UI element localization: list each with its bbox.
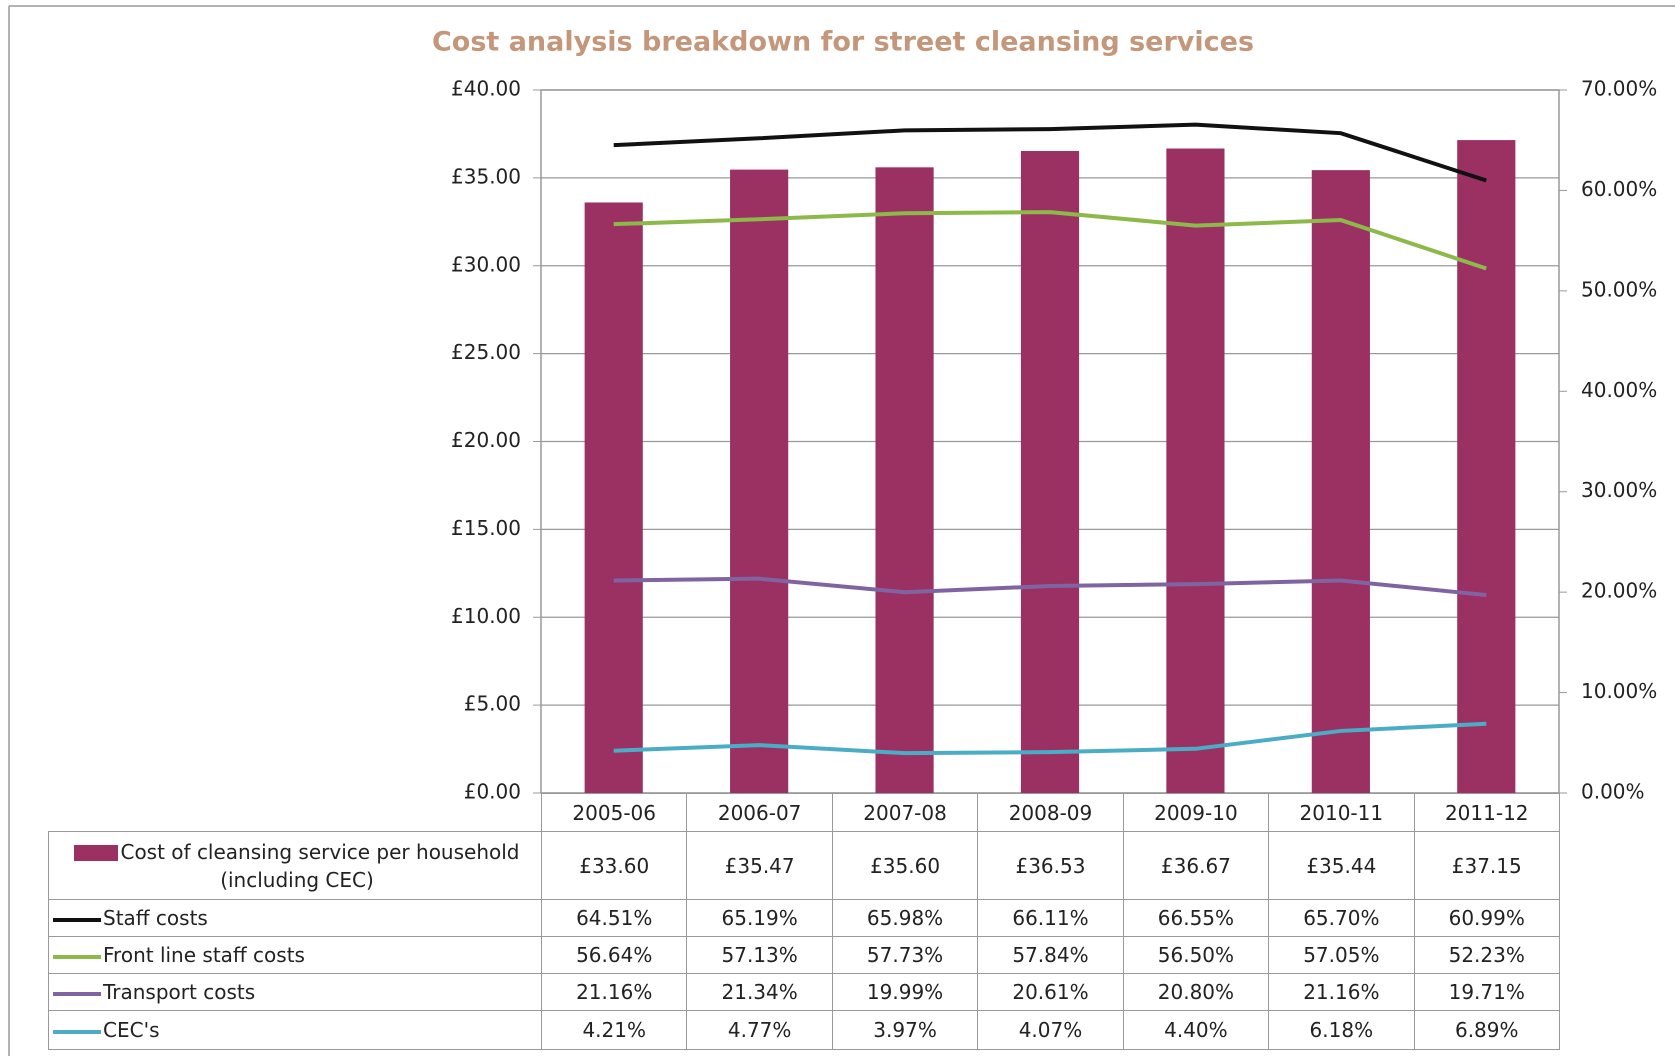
y2-tick-label: 20.00% <box>1581 579 1657 603</box>
y2-tick-label: 30.00% <box>1581 478 1657 502</box>
series-row: Front line staff costs 56.64% 57.13% 57.73%… <box>48 936 1560 974</box>
x-tick-label: 2009-10 <box>1122 793 1270 832</box>
data-cell: £35.44 <box>1268 831 1415 900</box>
data-cell: 21.16% <box>540 973 688 1011</box>
data-cell: 60.99% <box>1413 899 1560 937</box>
bar <box>584 202 643 794</box>
series-row: Cost of cleansing service per household … <box>48 831 1560 900</box>
data-cell: 65.98% <box>831 899 979 937</box>
data-cell: £35.47 <box>686 831 833 900</box>
data-cell: 6.89% <box>1413 1010 1560 1050</box>
header-row: 2005-06 2006-07 2007-08 2008-09 2009-10 2010-… <box>49 793 1560 832</box>
bar <box>730 169 789 793</box>
data-cell: 57.84% <box>977 936 1124 974</box>
data-cell: £36.53 <box>977 831 1124 900</box>
bar <box>1457 140 1516 793</box>
line <box>613 721 1487 756</box>
legend-swatch <box>53 954 101 959</box>
data-cell: 20.80% <box>1122 973 1270 1011</box>
data-cell: £33.60 <box>540 831 688 900</box>
bar <box>875 167 934 793</box>
y2-tick-label: 0.00% <box>1581 780 1645 804</box>
data-cell: 4.77% <box>686 1010 833 1050</box>
bar <box>1311 170 1370 794</box>
legend-label: CEC's <box>103 1018 160 1042</box>
x-tick-label: 2006-07 <box>686 793 833 832</box>
legend-swatch <box>53 917 101 922</box>
legend-entry: Front line staff costs <box>48 936 542 974</box>
bar <box>1020 150 1080 794</box>
y2-tick-label: 40.00% <box>1581 378 1657 402</box>
legend-swatch <box>74 845 119 861</box>
data-cell: 19.71% <box>1413 973 1560 1011</box>
series-row: Transport costs 21.16% 21.34% 19.99% 20.61% 2… <box>48 973 1560 1011</box>
legend-label: Transport costs <box>103 980 256 1004</box>
y2-tick-label: 70.00% <box>1581 77 1657 101</box>
data-cell: 4.40% <box>1122 1010 1270 1050</box>
data-cell: 21.16% <box>1268 973 1415 1011</box>
series-row: Staff costs 64.51% 65.19% 65.98% 66.11% 66.55… <box>48 899 1560 937</box>
y-tick-label: £35.00 <box>451 164 521 188</box>
x-tick-label: 2007-08 <box>831 793 979 832</box>
data-cell: £35.60 <box>831 831 979 900</box>
y-tick-label: £40.00 <box>451 77 521 101</box>
line <box>613 576 1487 598</box>
data-cell: 56.64% <box>540 936 688 974</box>
y2-tick-label: 60.00% <box>1581 177 1657 201</box>
x-tick-label: 2011-12 <box>1413 793 1560 832</box>
chart-title: Cost analysis breakdown for street clean… <box>432 27 1254 58</box>
blank-cell <box>49 794 542 832</box>
data-cell: 4.07% <box>977 1010 1124 1050</box>
data-cell: 57.13% <box>686 936 833 974</box>
x-tick-label: 2005-06 <box>540 793 688 832</box>
data-cell: 65.19% <box>686 899 833 937</box>
data-cell: 56.50% <box>1122 936 1270 974</box>
y-tick-label: £30.00 <box>451 252 521 276</box>
data-cell: £37.15 <box>1413 831 1560 900</box>
legend-entry: Cost of cleansing service per household … <box>48 831 542 900</box>
y-tick-label: £0.00 <box>464 780 521 804</box>
data-table: 2005-06 2006-07 2007-08 2008-09 2009-10 2010-… <box>48 793 1560 1050</box>
bar <box>1166 148 1225 793</box>
series-row: CEC's 4.21% 4.77% 3.97% 4.07% 4.40% 6.18% 6.89% <box>48 1010 1560 1050</box>
data-cell: 65.70% <box>1268 899 1415 937</box>
line <box>613 210 1487 271</box>
legend-entry: CEC's <box>48 1010 542 1050</box>
y-tick-label: £15.00 <box>451 516 521 540</box>
x-tick-label: 2008-09 <box>977 793 1124 832</box>
y-tick-label: £5.00 <box>464 692 521 716</box>
legend-swatch <box>53 1029 101 1034</box>
data-cell: £36.67 <box>1122 831 1270 900</box>
line <box>613 122 1487 183</box>
data-cell: 21.34% <box>686 973 833 1011</box>
x-tick-label: 2010-11 <box>1268 793 1415 832</box>
data-cell: 64.51% <box>540 899 688 937</box>
data-cell: 66.55% <box>1122 899 1270 937</box>
data-cell: 6.18% <box>1268 1010 1415 1050</box>
data-cell: 57.73% <box>831 936 979 974</box>
data-cell: 3.97% <box>831 1010 979 1050</box>
y-tick-label: £10.00 <box>451 604 521 628</box>
legend-entry: Transport costs <box>48 973 542 1011</box>
data-cell: 52.23% <box>1413 936 1560 974</box>
legend-entry: Staff costs <box>48 899 542 937</box>
y2-tick-label: 50.00% <box>1581 277 1657 301</box>
y-tick-label: £20.00 <box>451 428 521 452</box>
data-cell: 57.05% <box>1268 936 1415 974</box>
data-cell: 20.61% <box>977 973 1124 1011</box>
legend-label: Front line staff costs <box>103 943 305 967</box>
y2-tick-label: 10.00% <box>1581 679 1657 703</box>
data-cell: 19.99% <box>831 973 979 1011</box>
legend-label: Staff costs <box>103 906 208 930</box>
data-cell: 4.21% <box>540 1010 688 1050</box>
data-cell: 66.11% <box>977 899 1124 937</box>
legend-label: Cost of cleansing service per household … <box>120 839 520 892</box>
legend-swatch <box>53 991 101 996</box>
y-tick-label: £25.00 <box>451 340 521 364</box>
